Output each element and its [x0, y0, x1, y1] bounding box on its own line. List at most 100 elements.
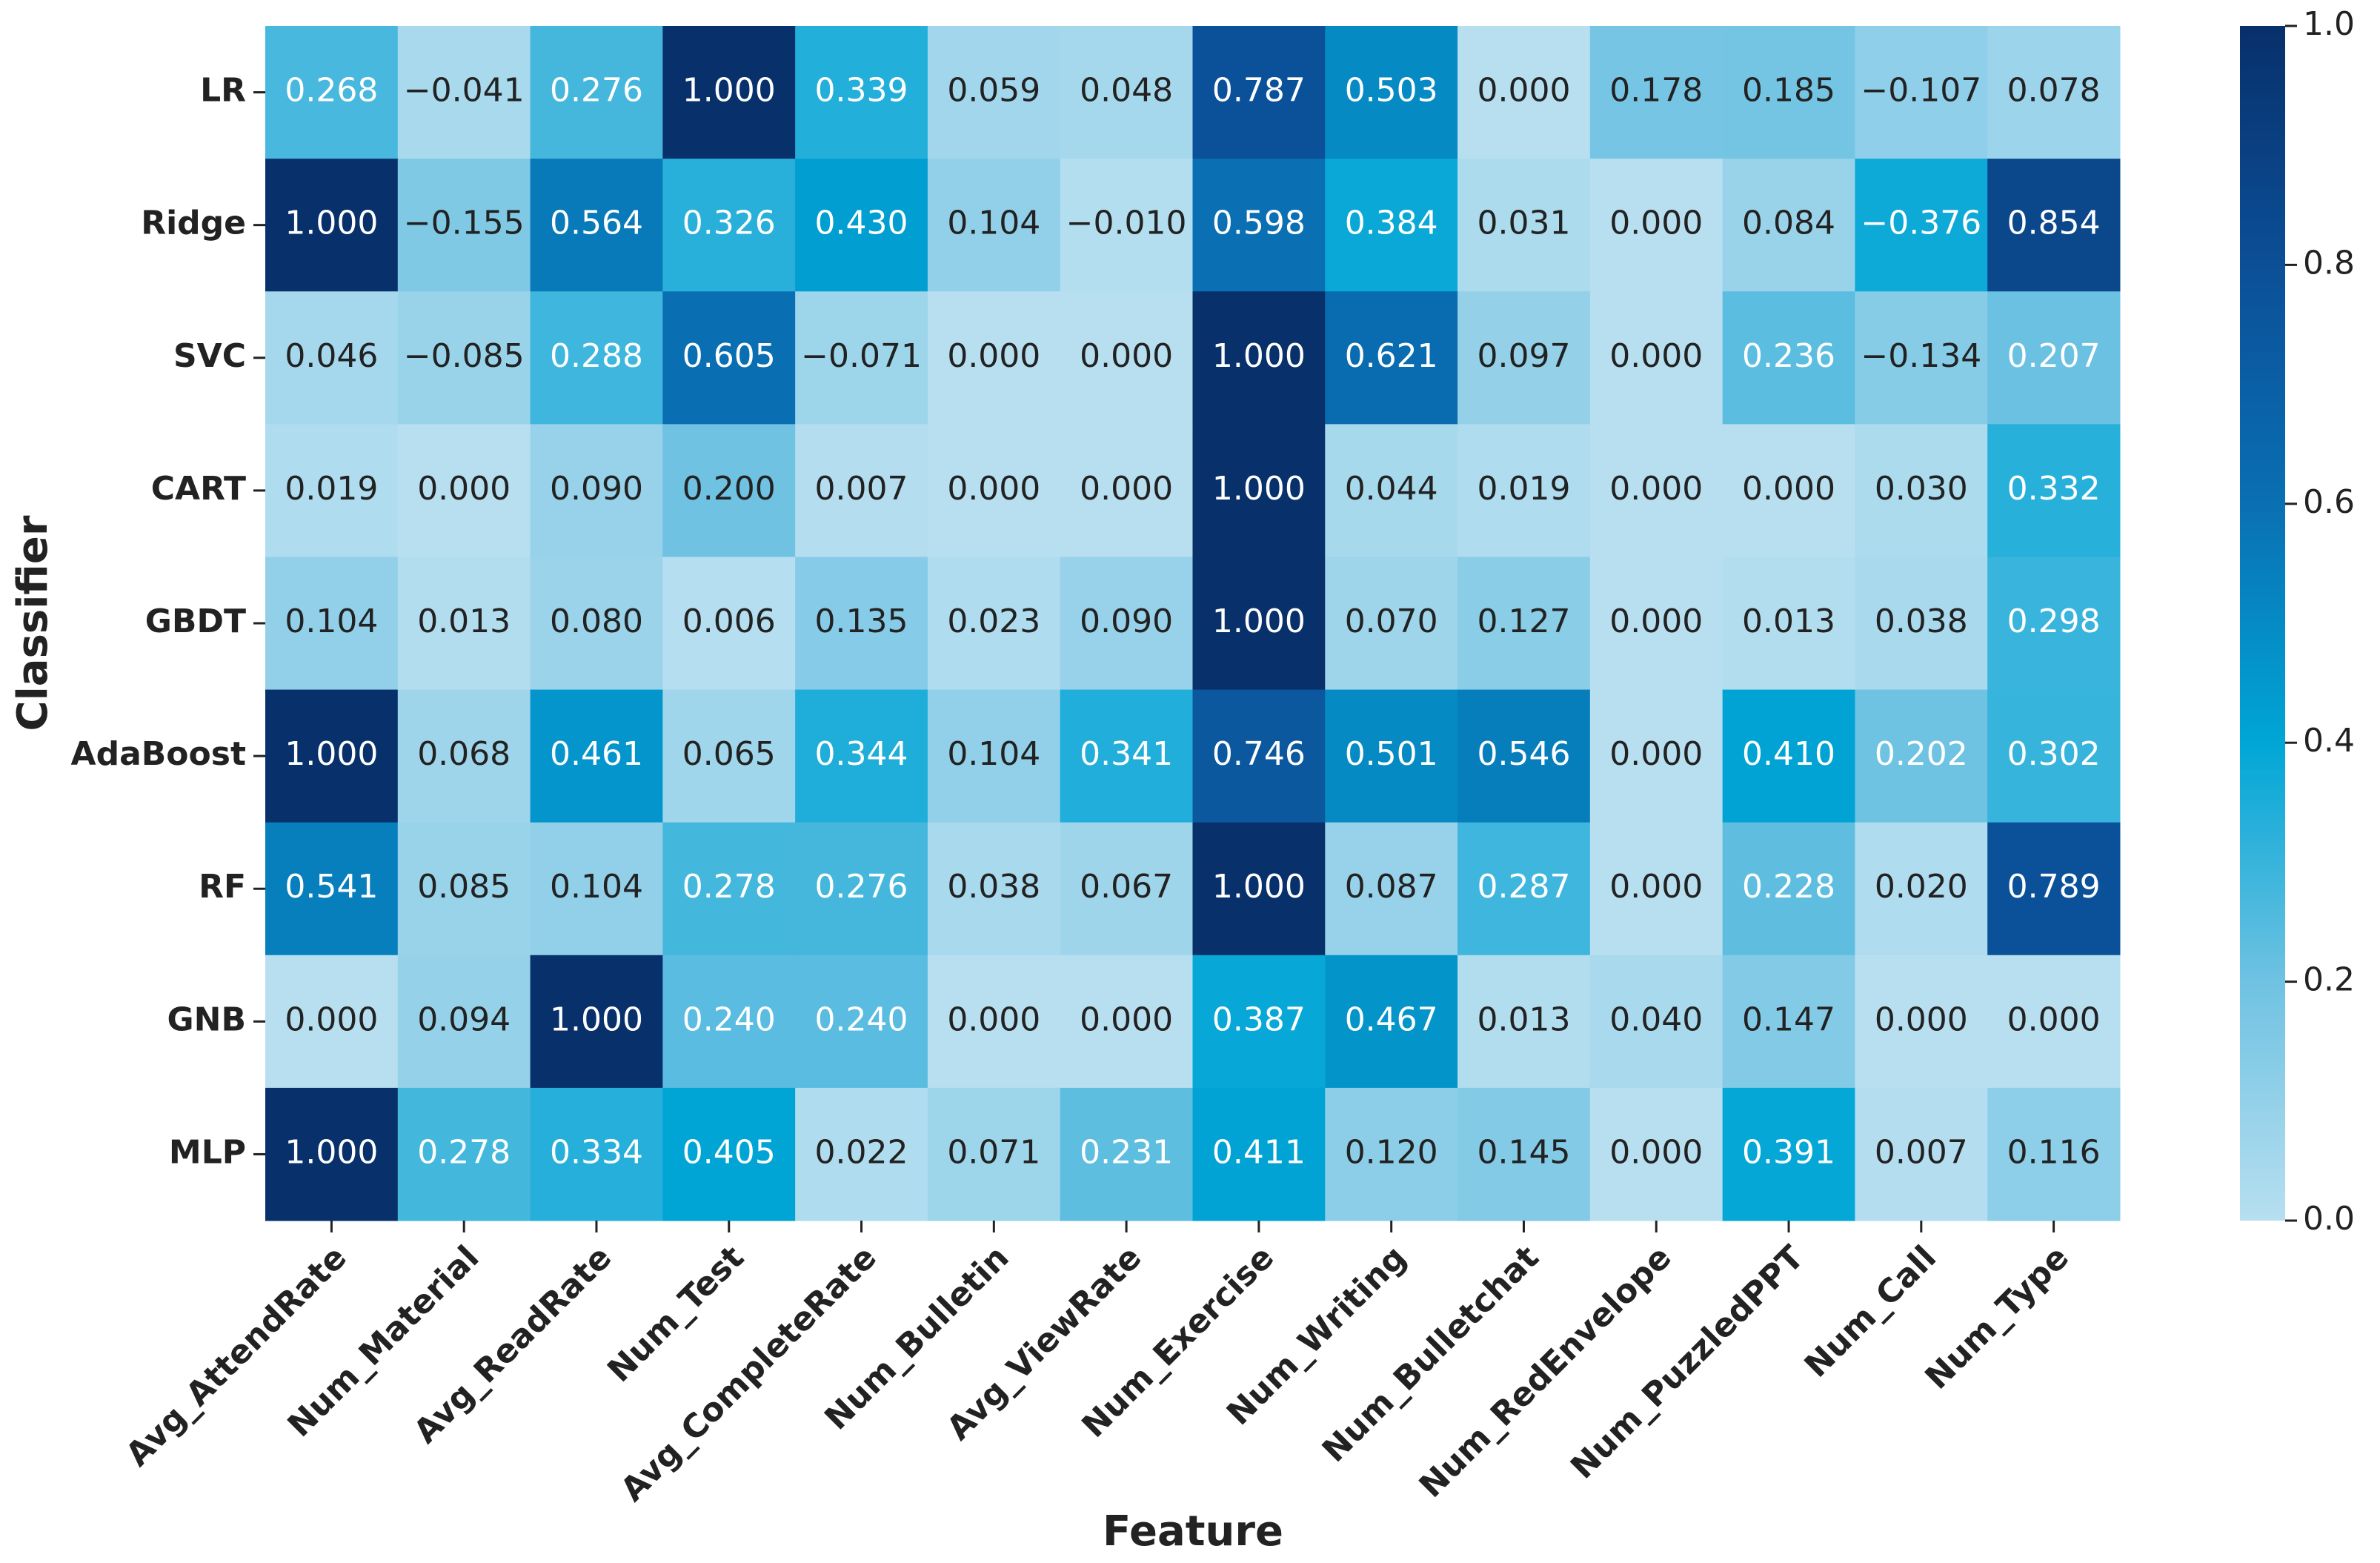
value-label: 0.288 — [550, 337, 643, 375]
heatmap-cell — [1192, 291, 1326, 425]
heatmap-cell — [1325, 26, 1458, 159]
heatmap-cell — [927, 822, 1061, 956]
heatmap-cell — [1855, 424, 1988, 557]
value-label: 0.326 — [682, 205, 776, 242]
heatmap-cell — [1192, 689, 1326, 823]
heatmap-cell — [927, 1087, 1061, 1221]
heatmap-cell — [1060, 955, 1193, 1089]
y-tick-label: Ridge — [141, 205, 246, 242]
value-label: 0.000 — [947, 1000, 1040, 1038]
heatmap-cell — [795, 955, 928, 1089]
value-label: 1.000 — [285, 1133, 378, 1171]
value-label: 0.339 — [815, 72, 908, 110]
heatmap-cell — [1192, 159, 1326, 292]
value-label: 0.080 — [550, 603, 643, 640]
value-label: 0.384 — [1345, 205, 1438, 242]
colorbar-tick-label: 0.2 — [2303, 961, 2355, 999]
y-tick-label: GBDT — [145, 603, 246, 640]
value-label: 0.202 — [1875, 735, 1968, 773]
heatmap-cell — [1722, 955, 1855, 1089]
value-label: 0.000 — [2007, 1000, 2101, 1038]
heatmap-cell — [1987, 955, 2121, 1089]
value-label: 0.000 — [1742, 470, 1835, 508]
value-label: 0.084 — [1742, 205, 1835, 242]
heatmap-cell — [1457, 159, 1591, 292]
heatmap-cell — [1192, 26, 1326, 159]
heatmap-cell — [1987, 424, 2121, 557]
value-label: −0.071 — [801, 337, 922, 375]
heatmap-cell — [662, 955, 796, 1089]
value-label: 0.022 — [815, 1133, 908, 1171]
value-label: 0.546 — [1477, 735, 1570, 773]
heatmap-cell — [1855, 955, 1988, 1089]
heatmap-cell — [397, 424, 531, 557]
value-label: 0.120 — [1345, 1133, 1438, 1171]
heatmap-cell — [1855, 1087, 1988, 1221]
value-label: 0.332 — [2007, 470, 2101, 508]
heatmap-cell — [1325, 955, 1458, 1089]
value-label: 0.598 — [1212, 205, 1306, 242]
value-label: 0.104 — [947, 205, 1040, 242]
heatmap-cell — [1855, 26, 1988, 159]
heatmap-cell — [662, 26, 796, 159]
heatmap-cell — [397, 557, 531, 691]
heatmap-cell — [397, 955, 531, 1089]
heatmap-cell — [1457, 424, 1591, 557]
value-label: 1.000 — [682, 72, 776, 110]
heatmap-cell — [1855, 159, 1988, 292]
heatmap-cell — [530, 424, 663, 557]
heatmap-cell — [927, 291, 1061, 425]
heatmap-cell — [1192, 955, 1326, 1089]
value-label: 0.044 — [1345, 470, 1438, 508]
heatmap-cell — [1987, 689, 2121, 823]
heatmap-cell — [530, 26, 663, 159]
y-tick-label: LR — [200, 72, 246, 110]
heatmap-cell — [1457, 1087, 1591, 1221]
value-label: 0.078 — [2007, 72, 2101, 110]
value-label: 0.020 — [1875, 868, 1968, 906]
value-label: 0.268 — [285, 72, 378, 110]
heatmap-cell — [1325, 291, 1458, 425]
heatmap-cell — [927, 955, 1061, 1089]
heatmap-cell — [1325, 557, 1458, 691]
heatmap-cell — [397, 159, 531, 292]
value-label: −0.134 — [1861, 337, 1981, 375]
value-label: 0.000 — [1609, 735, 1703, 773]
value-label: 0.038 — [1875, 603, 1968, 640]
value-label: −0.010 — [1066, 205, 1187, 242]
value-label: 0.104 — [285, 603, 378, 640]
colorbar — [2240, 26, 2285, 1221]
heatmap-cell — [927, 557, 1061, 691]
heatmap-cell — [1060, 424, 1193, 557]
x-axis-title: Feature — [1103, 1507, 1283, 1556]
heatmap-cell — [1589, 689, 1723, 823]
heatmap-cell — [1192, 424, 1326, 557]
heatmap-cell — [530, 557, 663, 691]
value-label: 0.178 — [1609, 72, 1703, 110]
value-label: 0.605 — [682, 337, 776, 375]
heatmap-cell — [1325, 689, 1458, 823]
value-label: 1.000 — [1212, 470, 1306, 508]
value-label: 0.410 — [1742, 735, 1835, 773]
value-label: 1.000 — [550, 1000, 643, 1038]
heatmap-cell — [265, 955, 399, 1089]
heatmap-cell — [1325, 424, 1458, 557]
value-label: 1.000 — [285, 205, 378, 242]
heatmap-cell — [1457, 689, 1591, 823]
value-label: 0.000 — [285, 1000, 378, 1038]
value-label: 0.023 — [947, 603, 1040, 640]
value-label: 0.070 — [1345, 603, 1438, 640]
colorbar-tick-label: 0.8 — [2303, 244, 2355, 282]
value-label: 0.231 — [1080, 1133, 1173, 1171]
heatmap-cell — [1855, 557, 1988, 691]
value-label: 0.038 — [947, 868, 1040, 906]
value-label: −0.107 — [1861, 72, 1981, 110]
heatmap-cell — [662, 689, 796, 823]
colorbar-tick-label: 0.4 — [2303, 722, 2355, 760]
value-label: 0.090 — [1080, 603, 1173, 640]
heatmap-cell — [795, 1087, 928, 1221]
value-label: 0.344 — [815, 735, 908, 773]
y-tick-label: MLP — [169, 1133, 246, 1171]
heatmap-cell — [265, 1087, 399, 1221]
heatmap-cell — [1457, 955, 1591, 1089]
